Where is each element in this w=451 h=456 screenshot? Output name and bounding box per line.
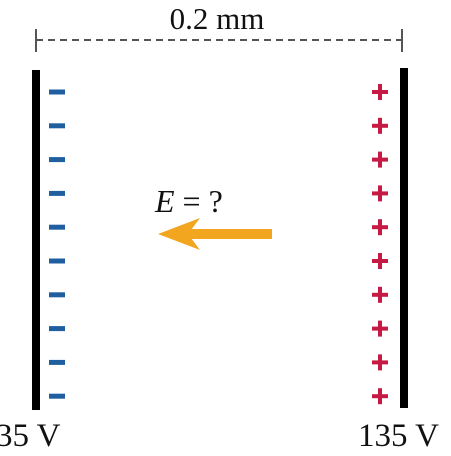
positive-plate	[400, 68, 408, 408]
negative-charge	[49, 157, 65, 163]
negative-charges	[49, 89, 65, 399]
negative-charge	[49, 258, 65, 264]
positive-charge	[372, 219, 388, 236]
positive-charge	[372, 117, 388, 134]
positive-charge	[372, 388, 388, 405]
positive-charge	[372, 185, 388, 202]
left-plate-voltage: 35 V	[0, 418, 61, 454]
positive-charge	[372, 286, 388, 303]
negative-charge	[49, 326, 65, 332]
negative-charge	[49, 123, 65, 129]
gap-label: 0.2 mm	[170, 1, 265, 36]
field-label: E = ?	[154, 183, 223, 219]
arrow-shaft	[180, 229, 272, 239]
negative-charge	[49, 393, 65, 399]
negative-charge	[49, 292, 65, 298]
negative-charge	[49, 224, 65, 230]
negative-plate	[32, 70, 40, 410]
arrow-head	[158, 218, 200, 250]
negative-charge	[49, 359, 65, 365]
positive-charge	[372, 253, 388, 269]
negative-charge	[49, 190, 65, 196]
positive-charge	[372, 320, 388, 337]
field-equals-question: = ?	[183, 183, 223, 219]
negative-charge	[49, 89, 65, 95]
gap-dimension: 0.2 mm	[35, 1, 403, 52]
field-symbol: E	[154, 183, 175, 219]
positive-charge	[372, 84, 388, 100]
positive-charge	[372, 151, 388, 168]
right-plate-voltage: 135 V	[358, 418, 439, 454]
positive-charges	[372, 84, 388, 405]
arrow-left-icon	[158, 218, 272, 250]
positive-charge	[372, 354, 388, 371]
